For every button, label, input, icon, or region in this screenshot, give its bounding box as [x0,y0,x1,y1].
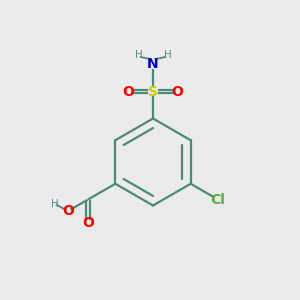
Text: H: H [164,50,171,60]
Text: Cl: Cl [211,193,225,206]
Text: N: N [147,58,159,71]
Text: H: H [135,50,142,60]
Text: H: H [51,199,59,209]
Text: O: O [82,216,94,230]
Text: O: O [172,85,184,98]
Text: S: S [148,85,158,98]
Text: O: O [62,204,74,218]
Text: O: O [122,85,134,98]
